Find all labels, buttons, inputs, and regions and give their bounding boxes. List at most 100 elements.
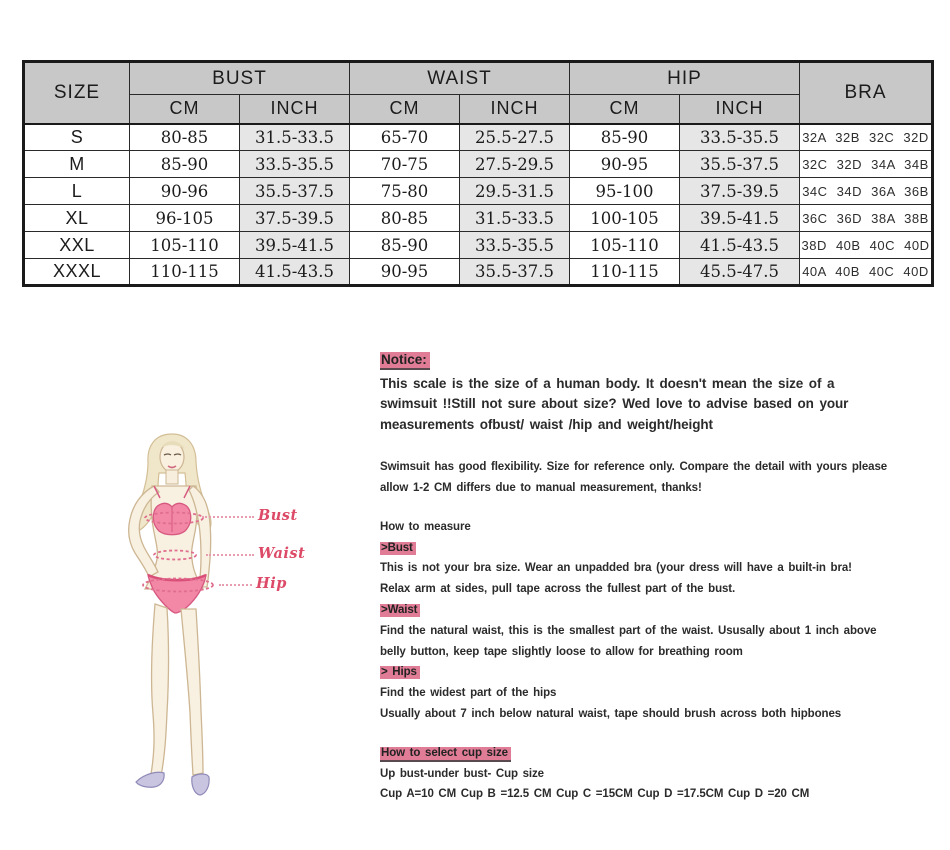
waist-cm-cell: 85-90 (349, 231, 460, 259)
bust-inch-cell: 33.5-35.5 (239, 150, 350, 178)
bust-figure-label: Bust (258, 507, 298, 524)
waist-inch-cell: 35.5-37.5 (459, 258, 570, 286)
how-to-measure-heading: How to measure (380, 520, 471, 533)
hip-cm-cell: 90-95 (569, 150, 680, 178)
header-bust: BUST (129, 61, 350, 95)
notice-line: measurements ofbust/ waist /hip and weig… (380, 416, 713, 432)
measurement-figure-illustration (108, 428, 338, 813)
bust-instruction-line: Relax arm at sides, pull tape across the… (380, 583, 736, 596)
table-row-xl: XL 96-105 37.5-39.5 80-85 31.5-33.5 100-… (23, 204, 933, 232)
bust-cm-cell: 80-85 (129, 123, 240, 151)
hip-inch-cell: 35.5-37.5 (679, 150, 800, 178)
waist-instruction-line: Find the natural waist, this is the smal… (380, 624, 877, 637)
bust-cm-cell: 110-115 (129, 258, 240, 286)
bra-cell: 34C 34D 36A 36B (799, 177, 933, 205)
bra-cell: 40A 40B 40C 40D (799, 258, 933, 286)
cup-size-heading-row: How to select cup size (380, 743, 935, 764)
bust-leader-line (202, 516, 254, 518)
size-label: S (23, 123, 130, 151)
header-hip-inch: INCH (679, 94, 800, 124)
notice-heading: Notice: (380, 352, 430, 370)
size-label: XXL (23, 231, 130, 259)
table-row-s: S 80-85 31.5-33.5 65-70 25.5-27.5 85-90 … (23, 123, 933, 151)
cup-size-line: Cup A=10 CM Cup B =12.5 CM Cup C =15CM C… (380, 788, 810, 801)
size-label: XL (23, 204, 130, 232)
waist-inch-cell: 33.5-35.5 (459, 231, 570, 259)
bra-cell: 38D 40B 40C 40D (799, 231, 933, 259)
hips-instruction-line: Usually about 7 inch below natural waist… (380, 707, 842, 720)
waist-section-row: >Waist (380, 600, 935, 621)
waist-inch-cell: 25.5-27.5 (459, 123, 570, 151)
table-row-l: L 90-96 35.5-37.5 75-80 29.5-31.5 95-100… (23, 177, 933, 205)
hip-inch-cell: 41.5-43.5 (679, 231, 800, 259)
bust-section-row: >Bust (380, 538, 935, 559)
waist-section-label: >Waist (380, 604, 421, 617)
bust-cm-cell: 90-96 (129, 177, 240, 205)
header-size: SIZE (23, 61, 130, 124)
bust-inch-cell: 31.5-33.5 (239, 123, 350, 151)
size-label: L (23, 177, 130, 205)
hip-cm-cell: 85-90 (569, 123, 680, 151)
size-label: M (23, 150, 130, 178)
flexibility-line: Swimsuit has good flexibility. Size for … (380, 461, 888, 474)
table-row-m: M 85-90 33.5-35.5 70-75 27.5-29.5 90-95 … (23, 150, 933, 178)
waist-figure-label: Waist (258, 545, 306, 562)
bust-inch-cell: 41.5-43.5 (239, 258, 350, 286)
waist-cm-cell: 80-85 (349, 204, 460, 232)
hip-inch-cell: 39.5-41.5 (679, 204, 800, 232)
bust-instruction-line: This is not your bra size. Wear an unpad… (380, 562, 852, 575)
hip-inch-cell: 33.5-35.5 (679, 123, 800, 151)
bust-cm-cell: 105-110 (129, 231, 240, 259)
bust-inch-cell: 35.5-37.5 (239, 177, 350, 205)
hips-section-label: > Hips (380, 666, 420, 680)
header-waist-inch: INCH (459, 94, 570, 124)
bust-inch-cell: 37.5-39.5 (239, 204, 350, 232)
header-waist: WAIST (349, 61, 570, 95)
waist-inch-cell: 31.5-33.5 (459, 204, 570, 232)
size-label: XXXL (23, 258, 130, 286)
waist-cm-cell: 90-95 (349, 258, 460, 286)
hip-cm-cell: 100-105 (569, 204, 680, 232)
hip-cm-cell: 95-100 (569, 177, 680, 205)
waist-leader-line (206, 554, 254, 556)
cup-size-line: Up bust-under bust- Cup size (380, 767, 544, 780)
bust-cm-cell: 96-105 (129, 204, 240, 232)
bra-cell: 32C 32D 34A 34B (799, 150, 933, 178)
header-bra: BRA (799, 61, 933, 124)
waist-inch-cell: 29.5-31.5 (459, 177, 570, 205)
header-bust-inch: INCH (239, 94, 350, 124)
hip-cm-cell: 110-115 (569, 258, 680, 286)
header-hip: HIP (569, 61, 800, 95)
hip-figure-label: Hip (256, 575, 287, 592)
waist-instruction-line: belly button, keep tape slightly loose t… (380, 645, 743, 658)
notice-heading-row: Notice: (380, 352, 935, 370)
hip-inch-cell: 45.5-47.5 (679, 258, 800, 286)
notice-line: swimsuit !!Still not sure about size? We… (380, 396, 849, 412)
table-row-xxl: XXL 105-110 39.5-41.5 85-90 33.5-35.5 10… (23, 231, 933, 259)
waist-cm-cell: 65-70 (349, 123, 460, 151)
hips-section-row: > Hips (380, 662, 935, 683)
notice-line: This scale is the size of a human body. … (380, 376, 835, 391)
hip-leader-line (219, 584, 252, 586)
hips-instruction-line: Find the widest part of the hips (380, 687, 557, 700)
cup-size-heading: How to select cup size (380, 746, 511, 762)
flexibility-line: allow 1-2 CM differs due to manual measu… (380, 482, 702, 495)
header-waist-cm: CM (349, 94, 460, 124)
woman-sketch-icon (128, 433, 214, 796)
waist-cm-cell: 70-75 (349, 150, 460, 178)
size-chart-table: SIZE BUST WAIST HIP BRA CM INCH CM INCH … (22, 60, 934, 287)
table-row-xxxl: XXXL 110-115 41.5-43.5 90-95 35.5-37.5 1… (23, 258, 933, 286)
hip-cm-cell: 105-110 (569, 231, 680, 259)
bra-cell: 32A 32B 32C 32D (799, 123, 933, 151)
bust-inch-cell: 39.5-41.5 (239, 231, 350, 259)
waist-inch-cell: 27.5-29.5 (459, 150, 570, 178)
sizing-notes: Notice: This scale is the size of a huma… (380, 352, 935, 805)
bra-cell: 36C 36D 38A 38B (799, 204, 933, 232)
waist-cm-cell: 75-80 (349, 177, 460, 205)
header-hip-cm: CM (569, 94, 680, 124)
hip-inch-cell: 37.5-39.5 (679, 177, 800, 205)
bust-cm-cell: 85-90 (129, 150, 240, 178)
bust-section-label: >Bust (380, 541, 416, 555)
header-bust-cm: CM (129, 94, 240, 124)
